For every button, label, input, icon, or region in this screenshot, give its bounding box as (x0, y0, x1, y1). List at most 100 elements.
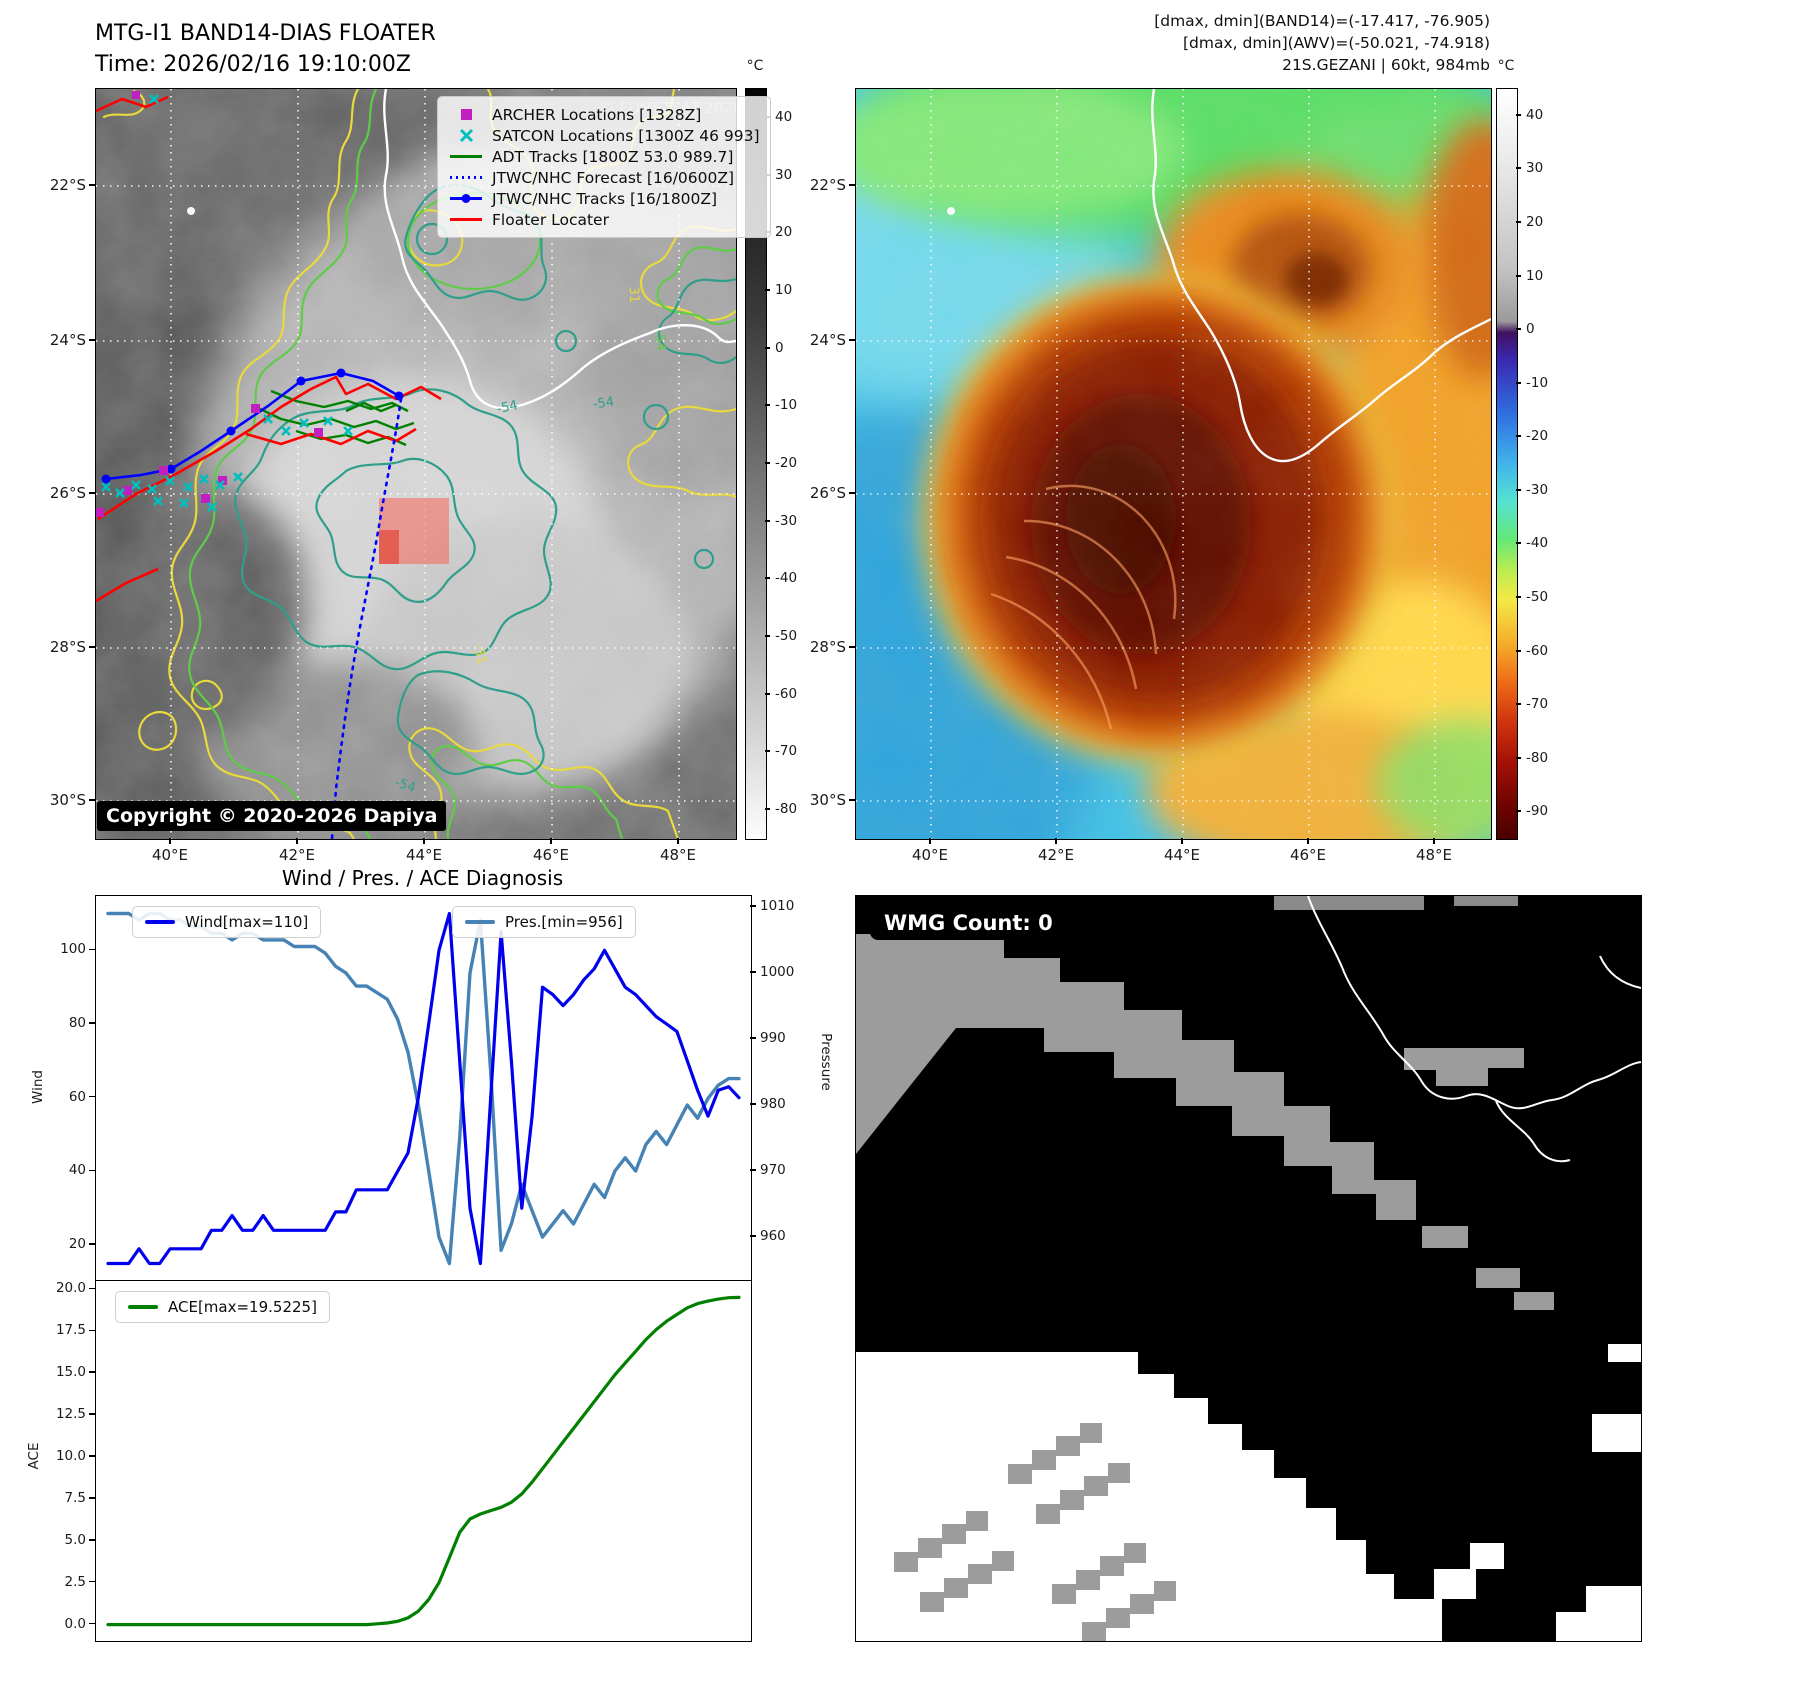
tick-mark (89, 1455, 95, 1457)
point-marker (187, 207, 195, 215)
band14-legend: ARCHER Locations [1328Z] SATCON Locations… (437, 96, 771, 238)
ace-ytick: 0.0 (64, 1615, 86, 1632)
legend-label: ADT Tracks [1800Z 53.0 989.7] (492, 147, 734, 166)
band14-colorbar-tick: 30 (775, 167, 793, 183)
tick-mark (1516, 596, 1521, 598)
tick-mark (89, 799, 95, 801)
band14-ytick: 28°S (49, 638, 86, 656)
tick-mark (1055, 838, 1057, 844)
contour-label: -31 (469, 642, 489, 666)
band14-colorbar-tick: -20 (775, 455, 798, 471)
band14-title: MTG-I1 BAND14-DIAS FLOATER Time: 2026/02… (95, 18, 436, 80)
tick-mark (89, 1022, 95, 1024)
awv-colorbar-unit: °C (1497, 58, 1515, 74)
coastline (383, 89, 736, 410)
tick-mark (677, 838, 679, 844)
coastline (1151, 89, 1491, 463)
band14-colorbar-tick: -60 (775, 686, 798, 702)
tick-mark (750, 1103, 756, 1105)
tick-mark (423, 838, 425, 844)
tick-mark (929, 838, 931, 844)
awv-colorbar-tick: 0 (1526, 321, 1535, 337)
copyright-badge: Copyright © 2020-2026 Dapiya (97, 801, 447, 831)
awv-ytick: 26°S (809, 484, 846, 502)
wind-ytick: 100 (60, 941, 86, 958)
tick-mark (1516, 114, 1521, 116)
awv-colorbar-tick: 10 (1526, 268, 1544, 284)
band14-colorbar-tick: -70 (775, 743, 798, 759)
tick-mark (296, 838, 298, 844)
awv-ytick: 22°S (809, 176, 846, 194)
tick-mark (1516, 382, 1521, 384)
tick-mark (1516, 275, 1521, 277)
ace-legend-label: ACE[max=19.5225] (168, 1298, 317, 1316)
tick-mark (89, 1287, 95, 1290)
dotted-legend-marker-icon (450, 176, 482, 179)
tick-mark (1516, 703, 1521, 705)
tick-mark (750, 1235, 756, 1237)
wind-ytick: 40 (68, 1162, 86, 1179)
awv-ytick: 24°S (809, 331, 846, 349)
contour-label: -54 (650, 329, 668, 353)
awv-xtick: 42°E (1037, 846, 1075, 864)
wind-ytick: 80 (68, 1015, 86, 1032)
tick-mark (765, 289, 770, 291)
tick-mark (1516, 650, 1521, 652)
legend-row: ARCHER Locations [1328Z] (448, 104, 760, 125)
tick-mark (1516, 221, 1521, 223)
band14-xtick: 40°E (151, 846, 189, 864)
pressure-legend-swatch (465, 920, 495, 924)
tick-mark (1181, 838, 1183, 844)
tick-mark (89, 1329, 95, 1331)
tick-mark (849, 184, 855, 186)
ace-ytick: 10.0 (55, 1447, 86, 1464)
tick-mark (1516, 757, 1521, 759)
wind-legend-swatch (145, 920, 175, 924)
awv-colorbar-tick: 30 (1526, 160, 1544, 176)
tick-mark (550, 838, 552, 844)
tick-mark (1516, 489, 1521, 491)
band14-colorbar (745, 88, 767, 840)
pressure-ytick: 990 (760, 1029, 786, 1046)
legend-label: Floater Locater (492, 210, 609, 229)
legend-label: JTWC/NHC Tracks [16/1800Z] (492, 189, 718, 208)
band14-colorbar-tick: 10 (775, 282, 793, 298)
pressure-ytick: 960 (760, 1228, 786, 1245)
band14-colorbar-tick: -30 (775, 513, 798, 529)
band14-title-line2: Time: 2026/02/16 19:10:00Z (95, 52, 411, 77)
band14-colorbar-tick: 0 (775, 340, 784, 356)
awv-ytick: 30°S (809, 791, 846, 809)
pressure-ytick: 980 (760, 1096, 786, 1112)
tick-mark (765, 404, 770, 406)
tick-mark (89, 1539, 95, 1541)
legend-label: SATCON Locations [1300Z 46 993] (492, 126, 760, 145)
awv-header-line2: [dmax, dmin](AWV)=(-50.021, -74.918) (1183, 34, 1490, 52)
tick-mark (89, 948, 95, 951)
band14-ytick: 24°S (49, 331, 86, 349)
tick-mark (89, 339, 95, 341)
tick-mark (765, 693, 770, 695)
awv-colorbar-tick: 40 (1526, 107, 1544, 123)
ace-ytick: 2.5 (64, 1573, 86, 1590)
tick-mark (1433, 838, 1435, 844)
pressure-ytick: 1010 (760, 897, 795, 914)
wind-ytick: 60 (68, 1088, 86, 1105)
awv-xtick: 46°E (1289, 846, 1327, 864)
tick-mark (765, 577, 770, 579)
band14-xtick: 44°E (405, 846, 443, 864)
archer-location-markers (96, 91, 323, 517)
tick-mark (89, 1497, 95, 1499)
tick-mark (765, 750, 770, 752)
legend-row: Floater Locater (448, 209, 760, 230)
legend-row: JTWC/NHC Tracks [16/1800Z] (448, 188, 760, 209)
band14-colorbar-tick: -50 (775, 628, 798, 644)
ace-ytick: 15.0 (55, 1364, 86, 1381)
graticule (856, 89, 1491, 839)
tick-mark (89, 1622, 95, 1625)
tick-mark (1516, 328, 1521, 330)
tick-mark (765, 462, 770, 464)
legend-label: ARCHER Locations [1328Z] (492, 105, 702, 124)
tick-mark (849, 646, 855, 648)
